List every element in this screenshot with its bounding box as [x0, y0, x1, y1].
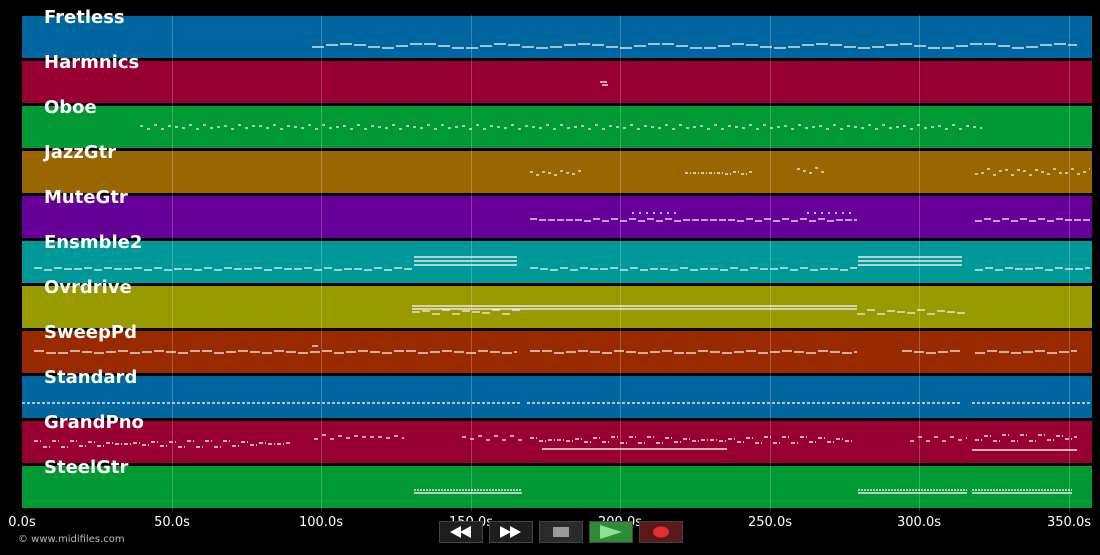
fast-forward-button[interactable]	[489, 521, 533, 543]
track-lane[interactable]: SweepPd	[22, 322, 1092, 374]
track-name: Standard	[44, 367, 138, 388]
track-lane[interactable]: GrandPno	[22, 412, 1092, 464]
track-lane[interactable]: JazzGtr	[22, 142, 1092, 194]
track-name: Harmnics	[44, 52, 140, 73]
record-icon	[653, 526, 669, 538]
track-lanes: Fretless Harmnics Oboe JazzGtr MuteGtr Ensmbl…	[22, 7, 1092, 511]
track-lane[interactable]: Fretless	[22, 7, 1092, 59]
time-tick-label: 350.0s	[1047, 515, 1091, 530]
transport-controls	[439, 521, 683, 543]
copyright-text: © www.midifiles.com	[18, 534, 125, 545]
track-lane[interactable]: Harmnics	[22, 52, 1092, 104]
play-icon	[600, 525, 622, 539]
time-tick-label: 250.0s	[748, 515, 792, 530]
track-name: MuteGtr	[44, 187, 128, 208]
stop-button[interactable]	[539, 521, 583, 543]
play-button[interactable]	[589, 521, 633, 543]
fast-forward-icon	[500, 526, 521, 538]
track-name: SteelGtr	[44, 457, 129, 478]
rewind-button[interactable]	[439, 521, 483, 543]
track-lane[interactable]: SteelGtr	[22, 457, 1092, 509]
track-lane[interactable]: Standard	[22, 367, 1092, 419]
stop-icon	[553, 527, 569, 537]
time-tick-label: 50.0s	[154, 515, 190, 530]
track-name: Ovrdrive	[44, 277, 132, 298]
note-overlay	[22, 43, 1090, 494]
track-name: SweepPd	[44, 322, 137, 343]
track-lane[interactable]: Ensmble2	[22, 232, 1092, 284]
track-lane[interactable]: MuteGtr	[22, 187, 1092, 239]
time-tick-label: 100.0s	[299, 515, 343, 530]
time-tick-label: 0.0s	[8, 515, 36, 530]
rewind-icon	[450, 526, 471, 538]
track-lane[interactable]: Ovrdrive	[22, 277, 1092, 329]
track-name: JazzGtr	[44, 142, 117, 163]
track-name: Ensmble2	[44, 232, 143, 253]
track-name: Oboe	[44, 97, 97, 118]
track-name: Fretless	[44, 7, 125, 28]
time-tick-label: 300.0s	[897, 515, 941, 530]
track-lane[interactable]: Oboe	[22, 97, 1092, 149]
track-name: GrandPno	[44, 412, 144, 433]
record-button[interactable]	[639, 521, 683, 543]
